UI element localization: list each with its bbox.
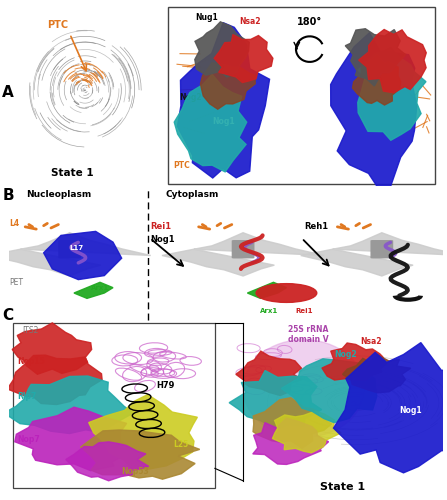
FancyBboxPatch shape [58,240,81,258]
Polygon shape [281,359,377,422]
Text: 180°: 180° [297,18,322,28]
Text: Nog1: Nog1 [399,406,422,416]
Polygon shape [345,28,405,86]
Text: Reh1: Reh1 [304,222,328,230]
Polygon shape [272,411,341,453]
Text: State 1: State 1 [320,482,365,492]
Polygon shape [353,55,401,105]
Polygon shape [248,282,287,298]
Ellipse shape [256,284,317,302]
Polygon shape [253,398,332,448]
Polygon shape [358,30,426,93]
Text: Nsa2: Nsa2 [240,16,261,26]
Text: Nucleoplasm: Nucleoplasm [26,190,92,198]
Text: Nog2: Nog2 [334,350,357,358]
Text: Nug1: Nug1 [196,13,219,22]
Polygon shape [358,48,426,140]
Polygon shape [195,22,249,77]
Text: A: A [2,85,14,100]
Polygon shape [44,232,122,280]
Text: Nop53: Nop53 [122,466,149,475]
Polygon shape [74,282,113,298]
Text: Nog1: Nog1 [212,117,235,126]
Polygon shape [342,355,411,393]
Polygon shape [331,32,417,190]
Polygon shape [66,442,149,481]
Polygon shape [80,430,200,479]
Text: Arx1: Arx1 [261,308,278,314]
Text: Nop15: Nop15 [17,356,45,366]
Text: H79: H79 [156,382,175,390]
Polygon shape [162,232,324,276]
Text: C: C [2,308,13,322]
Text: PET: PET [9,278,23,287]
Text: Rei1: Rei1 [150,222,171,230]
Polygon shape [15,407,135,470]
FancyBboxPatch shape [232,240,254,258]
Text: 25S rRNA
domain V: 25S rRNA domain V [288,324,329,344]
Text: ITS2: ITS2 [22,326,38,336]
Polygon shape [236,351,302,396]
Polygon shape [177,22,270,178]
Polygon shape [253,418,329,465]
Text: Arx1: Arx1 [91,286,110,292]
Text: B: B [2,188,14,202]
Polygon shape [4,376,133,434]
FancyBboxPatch shape [371,240,393,258]
Ellipse shape [243,340,364,438]
Text: Rlp7: Rlp7 [17,392,37,401]
Text: PTC: PTC [47,20,68,30]
FancyBboxPatch shape [168,7,435,184]
Text: Nsa2: Nsa2 [360,337,382,346]
Polygon shape [89,394,197,469]
Polygon shape [301,232,447,276]
Text: PTC: PTC [173,161,190,170]
Polygon shape [0,232,151,276]
Polygon shape [214,34,273,82]
Text: Cytoplasm: Cytoplasm [165,190,219,198]
Text: L4: L4 [9,219,19,228]
Polygon shape [322,343,386,380]
Polygon shape [7,355,102,405]
Text: L25: L25 [174,440,189,449]
Polygon shape [12,323,92,374]
Polygon shape [174,74,247,172]
Text: State 1: State 1 [51,168,94,178]
Text: Nog1: Nog1 [150,235,174,244]
Text: Rei1: Rei1 [295,308,312,314]
Text: Nog2: Nog2 [179,93,202,102]
FancyBboxPatch shape [13,323,215,488]
Polygon shape [333,342,447,473]
Text: Nop7: Nop7 [17,434,40,444]
Text: L17: L17 [70,245,84,251]
Polygon shape [229,370,322,428]
Polygon shape [200,62,255,109]
